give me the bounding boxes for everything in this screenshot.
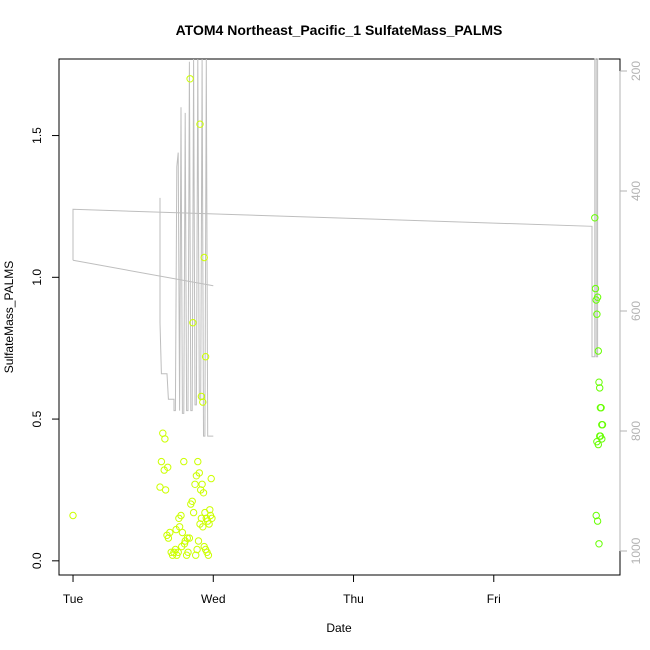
data-point — [595, 540, 603, 548]
data-point — [198, 480, 206, 488]
data-point — [183, 534, 192, 542]
right-tick-label: 1000 — [629, 537, 643, 564]
data-point — [593, 293, 602, 301]
right-tick-label: 400 — [629, 181, 643, 201]
data-point — [186, 75, 194, 83]
x-tick-label: Wed — [201, 592, 225, 606]
data-point — [189, 508, 198, 517]
y-tick-label: 1.0 — [30, 269, 44, 286]
data-point — [591, 284, 600, 293]
data-point — [201, 353, 210, 361]
data-point — [184, 548, 192, 556]
chart-title: ATOM4 Northeast_Pacific_1 SulfateMass_PA… — [176, 22, 503, 38]
data-point — [161, 435, 169, 443]
data-point — [207, 474, 215, 483]
data-point — [199, 398, 207, 406]
data-point — [593, 310, 601, 318]
data-point — [591, 214, 599, 222]
y-axis-label: SulfateMass_PALMS — [2, 261, 16, 374]
y-tick-label: 1.5 — [30, 127, 44, 144]
data-point — [193, 545, 201, 554]
data-point — [194, 457, 202, 466]
right-tick-label: 600 — [629, 301, 643, 321]
y-axis-right: 200 400 600 800 1000 — [619, 61, 643, 564]
data-point — [191, 480, 199, 488]
data-point — [204, 551, 213, 559]
data-point — [596, 384, 604, 392]
data-point — [188, 497, 196, 505]
y-axis-left: 0.0 0.5 1.0 1.5 — [30, 127, 60, 569]
data-point — [164, 534, 173, 542]
data-point — [594, 347, 602, 355]
series-line — [159, 58, 214, 437]
data-point — [594, 440, 602, 449]
data-point — [185, 534, 194, 542]
data-point — [598, 421, 607, 429]
data-point — [197, 514, 206, 522]
data-point — [178, 528, 187, 537]
data-point — [164, 463, 172, 471]
data-point — [189, 319, 197, 327]
data-point — [208, 514, 216, 522]
data-point — [596, 432, 604, 440]
data-point — [592, 511, 600, 520]
data-point — [205, 520, 213, 528]
data-point — [593, 517, 602, 525]
data-point — [595, 378, 603, 386]
data-point — [166, 528, 174, 537]
data-point — [161, 486, 170, 494]
data-point — [172, 525, 180, 534]
data-point — [174, 548, 182, 556]
data-point — [597, 404, 605, 412]
series-line — [72, 58, 599, 358]
plot-area-frame — [58, 58, 621, 576]
data-point — [180, 457, 188, 466]
x-axis-label: Date — [326, 621, 352, 635]
data-point — [199, 523, 207, 531]
data-point — [206, 506, 214, 514]
data-point — [199, 489, 208, 497]
right-tick-label: 800 — [629, 421, 643, 441]
data-point — [195, 469, 204, 477]
right-tick-label: 200 — [629, 61, 643, 81]
data-layer — [69, 58, 607, 559]
x-axis: Tue Wed Thu Fri — [63, 574, 501, 606]
x-tick-label: Tue — [63, 592, 84, 606]
y-tick-label: 0.0 — [30, 552, 44, 569]
data-point — [196, 120, 204, 128]
data-point — [200, 253, 208, 262]
x-tick-label: Thu — [343, 592, 364, 606]
data-point — [175, 514, 183, 522]
x-tick-label: Fri — [487, 592, 501, 606]
data-point — [180, 540, 189, 548]
data-point — [69, 511, 77, 520]
data-point — [157, 457, 166, 466]
data-point — [194, 537, 203, 545]
y-tick-label: 0.5 — [30, 410, 44, 427]
